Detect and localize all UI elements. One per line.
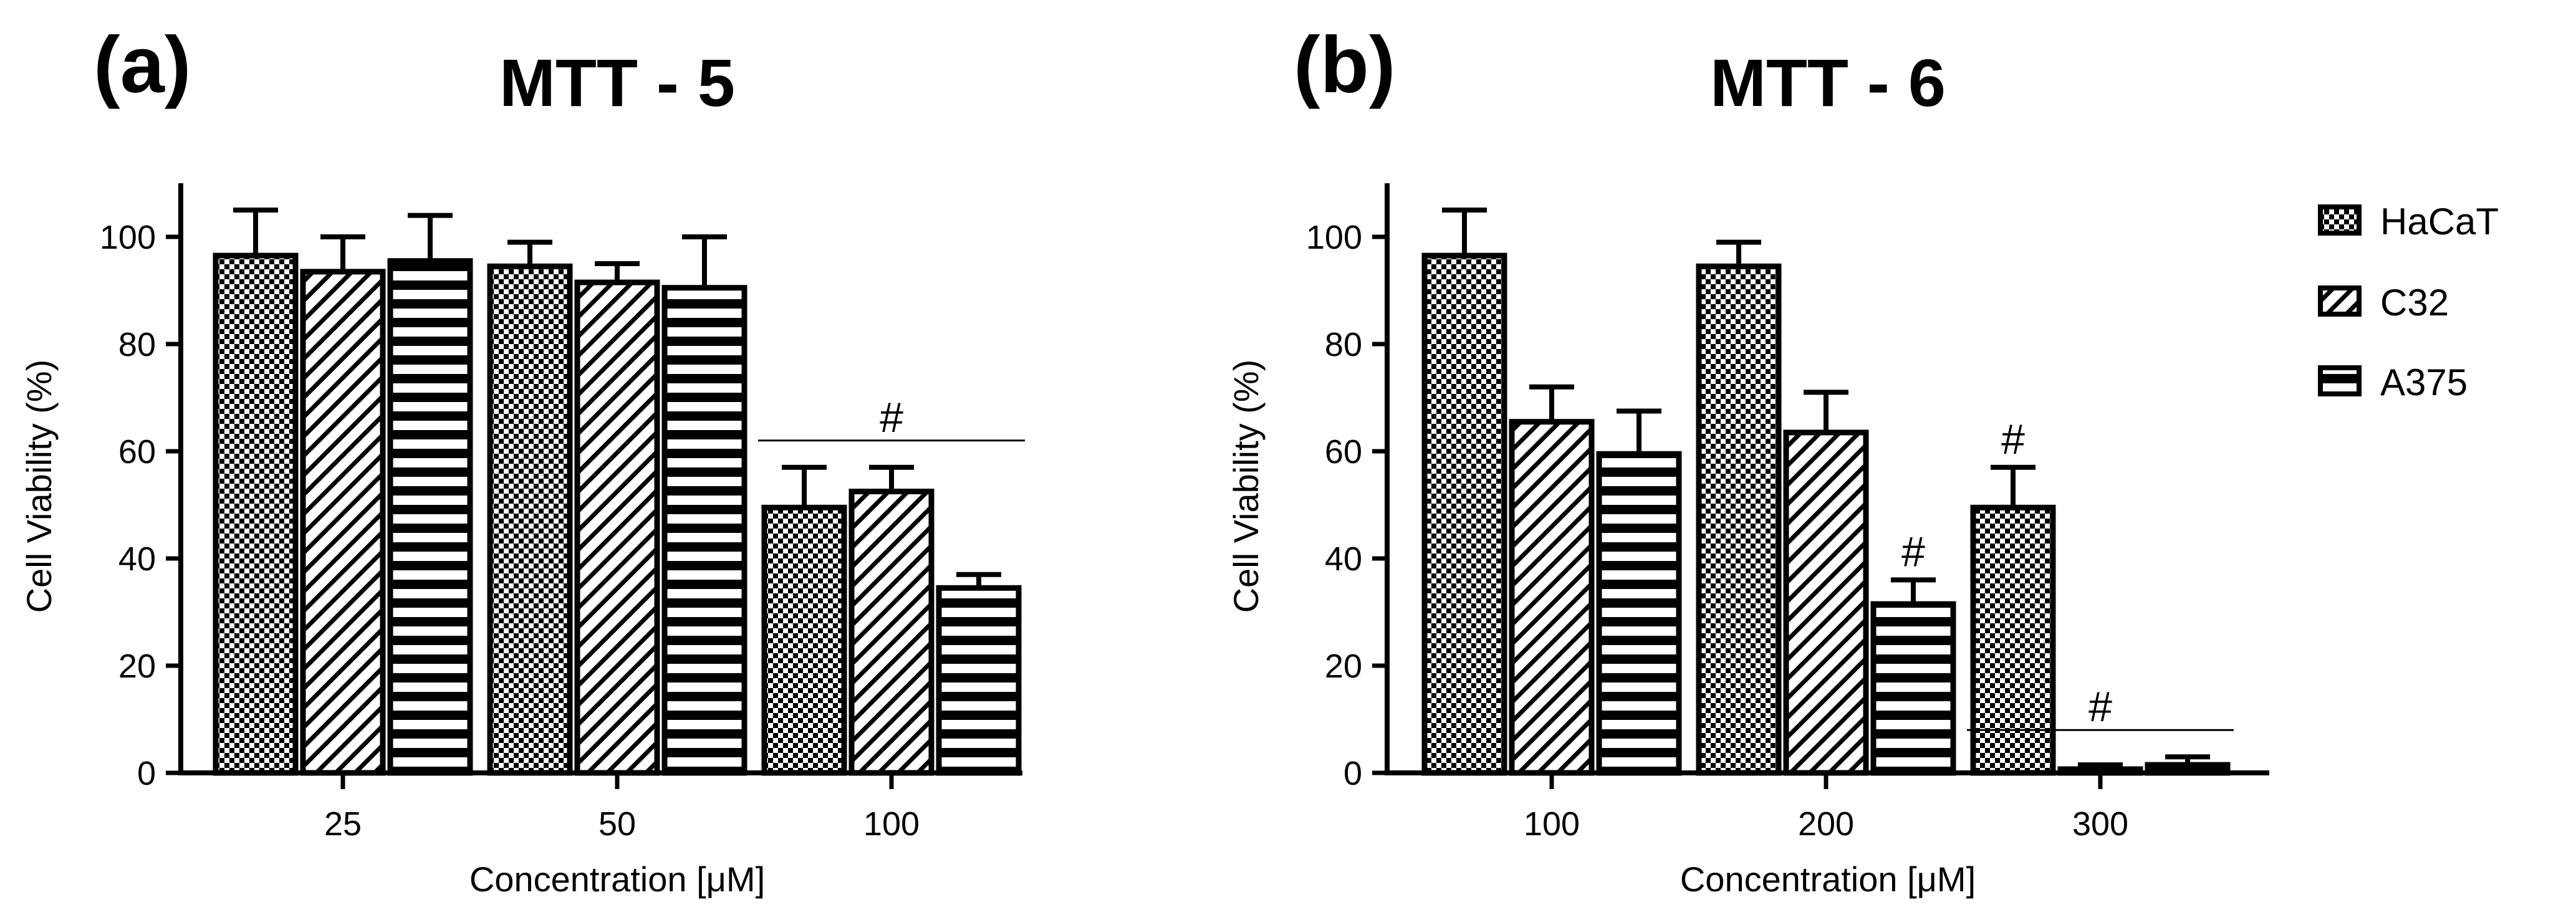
panel-a-title: MTT - 5 [499, 45, 735, 120]
legend-swatch-a375 [2318, 365, 2362, 396]
panel-b: (b) MTT - 6 Cell Viability (%) Concentra… [1226, 21, 2269, 899]
panel-a-bar-a375 [387, 258, 473, 776]
panel-a-y-tick-label: 0 [137, 755, 156, 792]
panel-b-bar-a375 [1870, 601, 1956, 776]
panel-b-bar-c32 [1509, 419, 1595, 776]
panel-a-bar-c32 [574, 279, 660, 776]
panel-b-x-tick-label: 100 [1524, 805, 1580, 843]
panel-a-y-tick-label: 40 [118, 540, 156, 578]
panel-a-bar-hacat [761, 504, 847, 776]
legend-label-c32: C32 [2380, 282, 2449, 323]
panel-b-y-tick-label: 40 [1325, 540, 1362, 578]
panel-b-y-tick-label: 60 [1325, 433, 1362, 471]
panel-a-significance-mark: # [880, 394, 903, 441]
panel-a-x-tick-label: 50 [598, 805, 636, 843]
legend-label-a375: A375 [2380, 362, 2468, 403]
panel-b-y-tick-label: 20 [1325, 648, 1362, 685]
panel-b-significance-mark: # [1901, 528, 1925, 575]
legend-swatch-c32 [2318, 285, 2362, 317]
panel-a-y-axis-label: Cell Viability (%) [19, 360, 59, 613]
panel-a-tag: (a) [94, 21, 191, 110]
panel-a-plot: 0 20 40 60 80 100 25 50 100 # [100, 183, 1025, 843]
panel-a-bar-hacat [487, 263, 573, 776]
panel-b-x-axis-label: Concentration [μM] [1680, 860, 1976, 899]
panel-b-title: MTT - 6 [1710, 45, 1946, 120]
panel-b-y-tick-label: 80 [1325, 326, 1362, 363]
panel-a-y-tick-label: 20 [118, 648, 156, 685]
legend: HaCaT C32 A375 [2318, 201, 2499, 403]
legend-swatch-hacat [2318, 204, 2362, 236]
panel-a-x-axis-label: Concentration [μM] [469, 860, 765, 899]
panel-a-y-tick-label: 60 [118, 433, 156, 471]
panel-b-y-tick-label: 100 [1306, 219, 1362, 256]
panel-b-tag: (b) [1294, 21, 1395, 110]
panel-a-bar-c32 [848, 489, 935, 776]
panel-b-significance-mark: # [2001, 416, 2025, 463]
panel-a-bar-a375 [661, 285, 747, 776]
legend-label-hacat: HaCaT [2380, 201, 2499, 242]
panel-b-bar-hacat [1970, 504, 2056, 776]
panel-a-x-tick-label: 100 [863, 805, 920, 843]
panel-a-bar-hacat [213, 252, 299, 776]
panel-a-bar-c32 [300, 269, 386, 776]
panel-a-y-tick-label: 80 [118, 326, 156, 363]
panel-b-x-tick-label: 300 [2072, 805, 2128, 843]
panel-b-x-tick-label: 200 [1798, 805, 1854, 843]
panel-a: (a) MTT - 5 Cell Viability (%) Concentra… [19, 21, 1025, 899]
panel-b-bar-hacat [1696, 263, 1782, 776]
panel-b-significance-mark: # [2088, 683, 2112, 731]
panel-b-bar-a375 [1596, 451, 1682, 776]
panel-b-plot: 0 20 40 60 80 100 100 200 300 # # # [1306, 183, 2269, 843]
panel-a-y-tick-label: 100 [100, 219, 156, 256]
panel-b-bar-hacat [1421, 252, 1507, 776]
panel-b-y-tick-label: 0 [1343, 755, 1362, 792]
panel-b-bar-c32 [1783, 429, 1869, 776]
panel-a-x-tick-label: 25 [324, 805, 362, 843]
panel-a-bar-a375 [936, 585, 1022, 776]
panel-b-y-axis-label: Cell Viability (%) [1226, 360, 1266, 613]
